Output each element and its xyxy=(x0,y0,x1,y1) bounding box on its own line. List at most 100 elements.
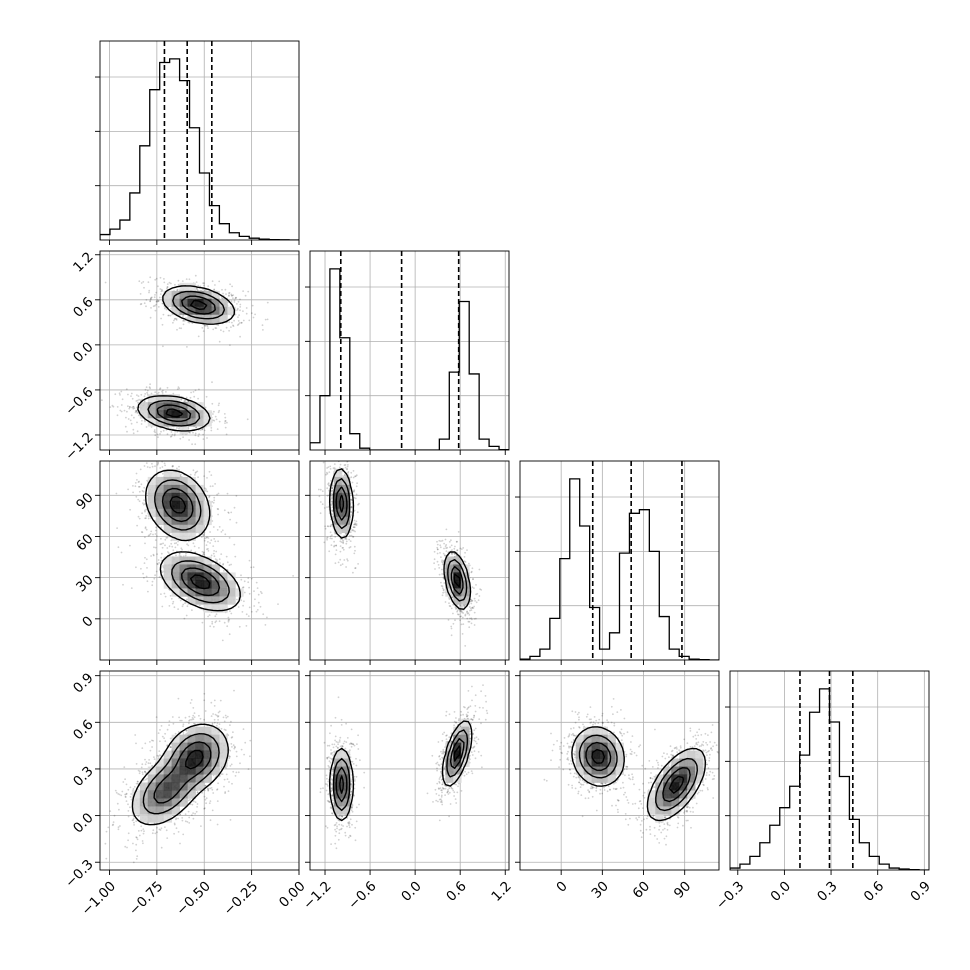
sample-point xyxy=(216,789,218,791)
sample-point xyxy=(356,482,358,485)
sample-point xyxy=(242,290,245,292)
density-cell xyxy=(195,766,204,775)
panel-frame xyxy=(309,250,510,451)
sample-point xyxy=(135,763,138,765)
sample-point xyxy=(145,386,148,389)
sample-point xyxy=(119,409,122,412)
sample-point xyxy=(160,543,163,545)
density-cell xyxy=(147,394,157,403)
sample-point xyxy=(148,289,151,292)
sample-point xyxy=(322,461,325,464)
sample-point xyxy=(225,326,228,329)
density-cell xyxy=(163,750,173,759)
sample-point xyxy=(351,529,354,531)
sample-point xyxy=(211,485,214,487)
sample-point xyxy=(140,766,143,769)
density-cell xyxy=(211,572,220,581)
sample-point xyxy=(352,526,355,528)
sample-point xyxy=(135,782,138,785)
sample-point xyxy=(353,526,355,529)
sample-point xyxy=(257,593,260,596)
sample-point xyxy=(206,490,209,493)
density-cell xyxy=(163,572,173,581)
sample-point xyxy=(176,288,179,291)
sample-point xyxy=(142,502,144,504)
density-cell xyxy=(203,410,212,419)
sample-point xyxy=(144,770,146,773)
sample-point xyxy=(137,481,140,483)
density-cell xyxy=(155,402,165,411)
sample-point xyxy=(237,300,240,303)
sample-point xyxy=(132,491,135,494)
density-cell xyxy=(171,298,180,308)
sample-point xyxy=(222,330,225,333)
sample-point xyxy=(216,823,219,826)
density-cell xyxy=(139,402,149,411)
sample-point xyxy=(192,469,195,472)
density-cell xyxy=(179,532,188,541)
sample-point xyxy=(202,282,205,284)
sample-point xyxy=(345,540,348,543)
sample-point xyxy=(329,537,332,540)
sample-point xyxy=(330,492,333,495)
sample-point xyxy=(149,741,151,743)
sample-point xyxy=(211,381,213,384)
sample-point xyxy=(111,404,114,407)
sample-point xyxy=(241,611,244,613)
sample-point xyxy=(224,426,227,429)
sample-point xyxy=(151,580,154,583)
sample-point xyxy=(205,802,208,805)
sample-point xyxy=(205,544,208,546)
sample-point xyxy=(159,293,162,295)
density-cell xyxy=(179,750,188,759)
sample-point xyxy=(354,523,356,526)
sample-point xyxy=(250,312,253,315)
sample-point xyxy=(162,429,165,432)
sample-point xyxy=(350,511,353,513)
sample-point xyxy=(159,754,161,757)
sample-point xyxy=(166,728,169,731)
sample-point xyxy=(224,420,227,422)
sample-point xyxy=(227,512,230,514)
sample-point xyxy=(342,475,345,478)
sample-point xyxy=(214,483,217,485)
sample-point xyxy=(232,294,235,296)
sample-point xyxy=(169,454,171,456)
density-cell xyxy=(179,782,188,791)
sample-point xyxy=(119,394,121,396)
sample-point xyxy=(170,307,173,310)
sample-point xyxy=(211,809,214,812)
sample-point xyxy=(173,319,175,322)
sample-point xyxy=(188,719,191,722)
sample-point xyxy=(135,742,137,745)
sample-point xyxy=(158,750,161,752)
sample-point xyxy=(209,542,212,544)
sample-point xyxy=(205,536,208,539)
sample-point xyxy=(222,292,224,295)
sample-point xyxy=(166,286,169,288)
sample-point xyxy=(164,595,167,598)
sample-point xyxy=(164,538,167,541)
sample-point xyxy=(226,492,229,495)
sample-point xyxy=(166,386,169,389)
sample-point xyxy=(230,326,232,328)
sample-point xyxy=(159,276,162,279)
sample-point xyxy=(172,321,174,324)
sample-point xyxy=(229,765,232,767)
sample-point xyxy=(143,465,146,467)
sample-point xyxy=(203,718,206,721)
sample-point xyxy=(243,580,246,583)
sample-point xyxy=(105,857,108,860)
sample-point xyxy=(136,430,139,433)
sample-point xyxy=(139,468,142,471)
density-cell xyxy=(179,758,188,767)
sample-point xyxy=(224,533,227,536)
density-cell xyxy=(211,588,220,597)
sample-point xyxy=(230,293,233,296)
sample-point xyxy=(197,435,200,438)
density-cell xyxy=(219,750,228,759)
sample-point xyxy=(195,810,198,813)
sample-point xyxy=(136,421,138,424)
sample-point xyxy=(264,318,267,321)
sample-point xyxy=(233,543,236,546)
